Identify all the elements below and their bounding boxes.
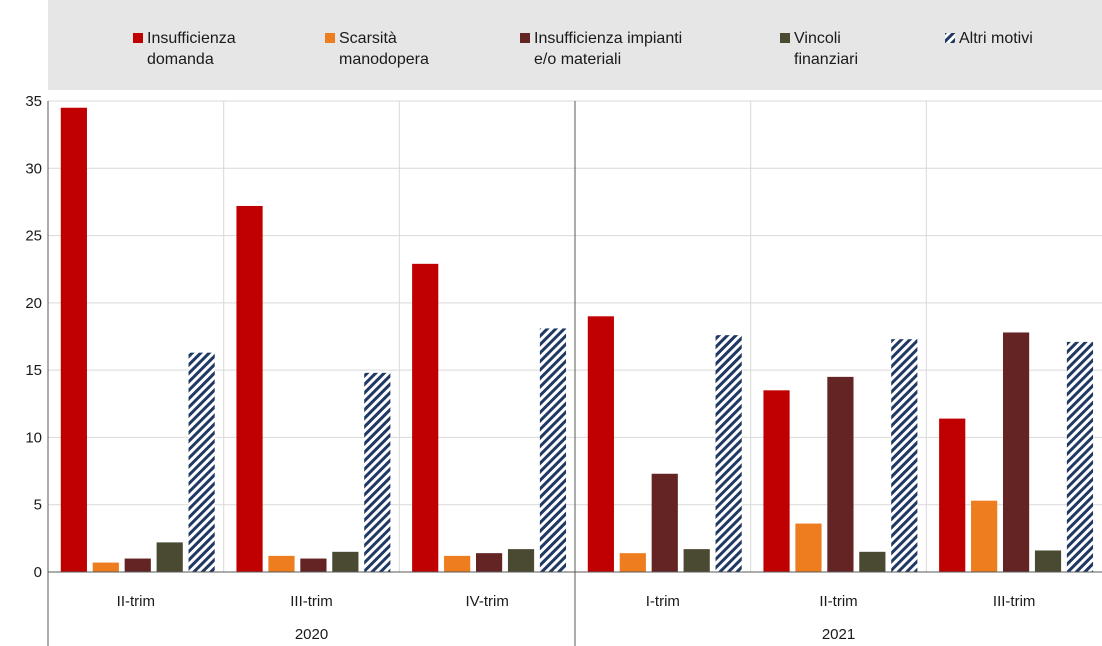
bar <box>715 335 742 572</box>
bar <box>444 555 471 572</box>
y-tick-label: 20 <box>25 295 42 312</box>
bar <box>891 339 918 572</box>
legend-label: e/o materiali <box>534 51 621 68</box>
legend-label: Vincoli <box>794 30 841 47</box>
x-tick-label: IV-trim <box>465 593 508 610</box>
x-tick-label: III-trim <box>993 593 1036 610</box>
bar <box>60 107 87 572</box>
group-label: 2020 <box>295 626 328 643</box>
bar <box>124 558 151 572</box>
bar <box>268 555 295 572</box>
bar <box>1002 332 1030 572</box>
bar <box>332 551 359 572</box>
bar <box>795 523 822 572</box>
x-tick-label: I-trim <box>646 593 680 610</box>
bar <box>683 549 710 572</box>
bar <box>827 376 854 572</box>
y-tick-label: 35 <box>25 93 42 110</box>
y-tick-label: 30 <box>25 160 42 177</box>
y-tick-label: 25 <box>25 228 42 245</box>
legend-label: Insufficienza impianti <box>534 30 682 47</box>
bar <box>507 549 535 572</box>
bar <box>475 553 503 572</box>
y-tick-label: 10 <box>25 429 42 446</box>
legend-swatch <box>945 33 955 43</box>
y-tick-label: 15 <box>25 362 42 379</box>
bars <box>60 107 1094 573</box>
group-label: 2021 <box>822 626 855 643</box>
bar <box>188 352 215 572</box>
bar <box>971 500 998 572</box>
legend-swatch <box>325 33 335 43</box>
legend-label: Altri motivi <box>959 30 1033 47</box>
bar <box>619 553 646 572</box>
bar <box>300 558 327 572</box>
y-tick-label: 0 <box>34 564 42 581</box>
bar <box>539 328 567 572</box>
bar <box>1034 550 1062 572</box>
bar <box>236 205 263 573</box>
legend-label: finanziari <box>794 51 858 68</box>
legend-swatch <box>133 33 143 43</box>
bar <box>763 390 790 572</box>
legend-label: Scarsità <box>339 30 397 47</box>
legend-swatch <box>520 33 530 43</box>
x-tick-label: III-trim <box>290 593 333 610</box>
bar <box>587 316 614 572</box>
bar <box>92 562 119 572</box>
bar <box>364 372 391 572</box>
axes: 0 5 10 15 20 25 30 35 II-trim III-trim IV-trim I-tr… <box>25 93 1102 646</box>
bar <box>939 418 966 572</box>
legend-swatch <box>780 33 790 43</box>
legend-label: manodopera <box>339 51 429 68</box>
legend-label: domanda <box>147 51 214 68</box>
legend-label: Insufficienza <box>147 30 236 47</box>
legend: Insufficienza domanda Scarsità manodopera In… <box>133 30 1033 68</box>
bar <box>859 551 886 572</box>
y-tick-label: 5 <box>34 497 42 514</box>
x-tick-label: II-trim <box>117 593 155 610</box>
bar <box>1066 341 1094 572</box>
bar <box>412 263 439 572</box>
x-tick-label: II-trim <box>819 593 857 610</box>
bar <box>156 542 183 572</box>
legend-background <box>48 0 1102 90</box>
bar <box>651 473 678 572</box>
